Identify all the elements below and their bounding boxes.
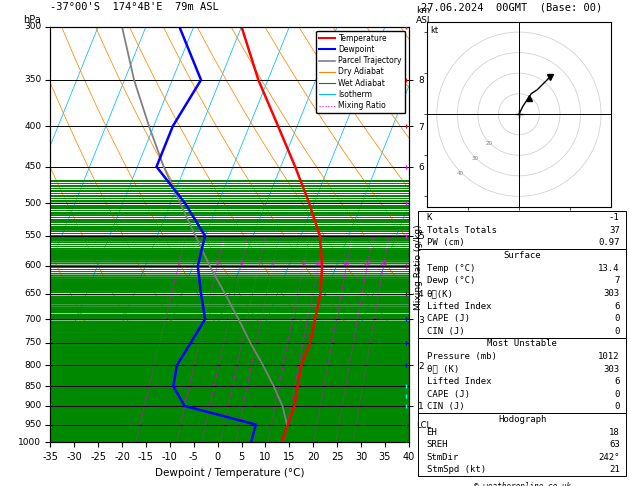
Text: 21: 21 xyxy=(609,466,620,474)
Text: Mixing Ratio (g/kg): Mixing Ratio (g/kg) xyxy=(414,225,423,310)
Text: 650: 650 xyxy=(24,289,42,298)
Text: 1000: 1000 xyxy=(18,438,42,447)
Text: 0: 0 xyxy=(615,402,620,412)
Text: -1: -1 xyxy=(609,213,620,222)
Text: -37°00'S  174°4B'E  79m ASL: -37°00'S 174°4B'E 79m ASL xyxy=(50,2,219,12)
Text: Most Unstable: Most Unstable xyxy=(487,339,557,348)
Text: 700: 700 xyxy=(24,314,42,324)
Text: Temp (°C): Temp (°C) xyxy=(426,264,475,273)
Text: θᴇ(K): θᴇ(K) xyxy=(426,289,454,298)
Text: 300: 300 xyxy=(24,22,42,31)
Text: 6: 6 xyxy=(615,301,620,311)
Text: 2: 2 xyxy=(215,261,219,266)
Text: CAPE (J): CAPE (J) xyxy=(426,390,470,399)
Bar xyxy=(418,413,626,476)
Text: 15: 15 xyxy=(343,261,350,266)
Text: 850: 850 xyxy=(24,382,42,391)
Text: km
ASL: km ASL xyxy=(416,6,433,25)
Text: StmSpd (kt): StmSpd (kt) xyxy=(426,466,486,474)
Text: 242°: 242° xyxy=(598,453,620,462)
Text: 750: 750 xyxy=(24,338,42,347)
Text: 4: 4 xyxy=(257,261,260,266)
Text: 400: 400 xyxy=(25,122,42,131)
Text: 10: 10 xyxy=(314,261,322,266)
Text: 20: 20 xyxy=(486,141,493,146)
Text: 950: 950 xyxy=(24,420,42,429)
Text: 6: 6 xyxy=(615,377,620,386)
Text: 600: 600 xyxy=(24,261,42,270)
Text: SREH: SREH xyxy=(426,440,448,449)
Text: 8: 8 xyxy=(301,261,305,266)
Text: 27.06.2024  00GMT  (Base: 00): 27.06.2024 00GMT (Base: 00) xyxy=(421,2,603,12)
Text: 63: 63 xyxy=(609,440,620,449)
Text: 1012: 1012 xyxy=(598,352,620,361)
Text: StmDir: StmDir xyxy=(426,453,459,462)
Text: Dewp (°C): Dewp (°C) xyxy=(426,276,475,285)
Text: 0: 0 xyxy=(615,390,620,399)
Text: 550: 550 xyxy=(24,231,42,241)
Text: Pressure (mb): Pressure (mb) xyxy=(426,352,496,361)
Bar xyxy=(418,338,626,413)
Text: 18: 18 xyxy=(609,428,620,436)
Text: 900: 900 xyxy=(24,401,42,410)
Text: θᴇ (K): θᴇ (K) xyxy=(426,364,459,374)
Text: 7: 7 xyxy=(615,276,620,285)
Text: kt: kt xyxy=(431,26,439,35)
Text: LCL: LCL xyxy=(416,421,431,430)
Legend: Temperature, Dewpoint, Parcel Trajectory, Dry Adiabat, Wet Adiabat, Isotherm, Mi: Temperature, Dewpoint, Parcel Trajectory… xyxy=(316,31,405,113)
Text: K: K xyxy=(426,213,432,222)
Text: EH: EH xyxy=(426,428,437,436)
Text: 3: 3 xyxy=(239,261,243,266)
Text: 0: 0 xyxy=(615,314,620,323)
Bar xyxy=(418,249,626,338)
Text: 37: 37 xyxy=(609,226,620,235)
Text: Lifted Index: Lifted Index xyxy=(426,301,491,311)
Text: hPa: hPa xyxy=(23,15,42,25)
Text: 0: 0 xyxy=(615,327,620,336)
Text: 500: 500 xyxy=(24,199,42,208)
Text: © weatheronline.co.uk: © weatheronline.co.uk xyxy=(474,482,571,486)
Text: 800: 800 xyxy=(24,361,42,370)
Text: 350: 350 xyxy=(24,75,42,85)
X-axis label: Dewpoint / Temperature (°C): Dewpoint / Temperature (°C) xyxy=(155,468,304,478)
Text: 303: 303 xyxy=(603,364,620,374)
Text: Surface: Surface xyxy=(503,251,541,260)
Text: Hodograph: Hodograph xyxy=(498,415,546,424)
Text: 40: 40 xyxy=(456,171,464,176)
Text: 1: 1 xyxy=(177,261,181,266)
Text: 5: 5 xyxy=(270,261,275,266)
Text: 20: 20 xyxy=(364,261,371,266)
Text: Lifted Index: Lifted Index xyxy=(426,377,491,386)
Text: 25: 25 xyxy=(380,261,387,266)
Text: 0.97: 0.97 xyxy=(598,239,620,247)
Text: CAPE (J): CAPE (J) xyxy=(426,314,470,323)
Text: Totals Totals: Totals Totals xyxy=(426,226,496,235)
Text: 303: 303 xyxy=(603,289,620,298)
Text: 13.4: 13.4 xyxy=(598,264,620,273)
Text: 450: 450 xyxy=(25,162,42,171)
Text: 30: 30 xyxy=(471,156,478,161)
Text: PW (cm): PW (cm) xyxy=(426,239,464,247)
Bar xyxy=(418,211,626,249)
Text: CIN (J): CIN (J) xyxy=(426,327,464,336)
Text: CIN (J): CIN (J) xyxy=(426,402,464,412)
